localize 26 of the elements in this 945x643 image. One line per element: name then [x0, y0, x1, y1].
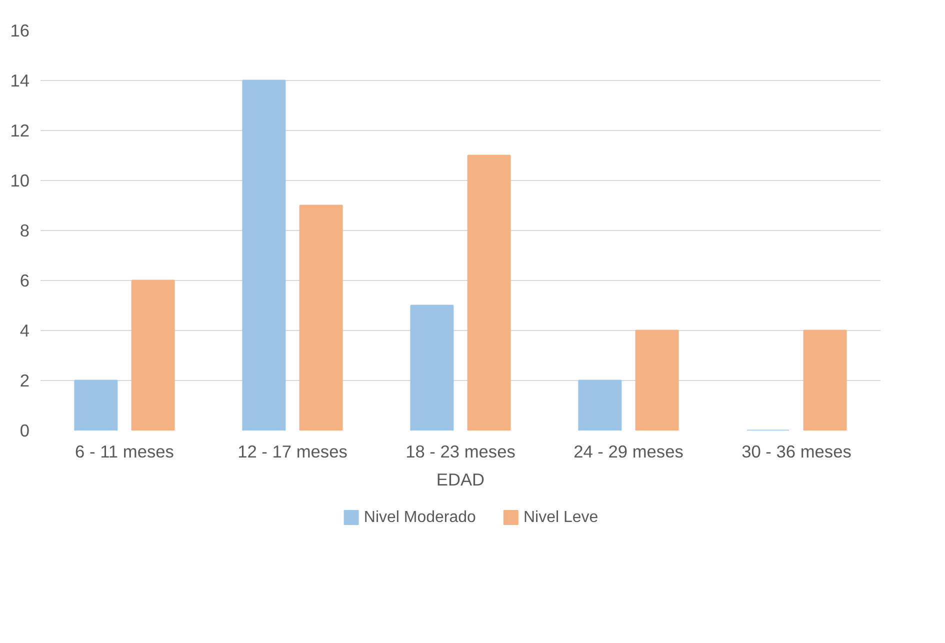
bar [299, 204, 343, 430]
bar [803, 330, 847, 430]
y-tick-label: 16 [10, 20, 30, 40]
bar [410, 304, 454, 430]
y-tick-label: 6 [20, 270, 30, 290]
x-tick-label: 18 - 23 meses [406, 442, 516, 462]
x-tick-label: 6 - 11 meses [75, 442, 174, 462]
y-tick-label: 0 [20, 420, 30, 440]
x-tick-label: 12 - 17 meses [238, 442, 348, 462]
legend-label: Nivel Leve [524, 509, 598, 526]
x-axis-title: EDAD [436, 470, 485, 490]
y-tick-label: 8 [20, 220, 30, 240]
bar [467, 154, 511, 430]
y-tick-label: 4 [20, 320, 30, 340]
bar [74, 380, 118, 430]
bar [635, 330, 679, 430]
y-tick-label: 12 [10, 120, 30, 140]
x-tick-label: 30 - 36 meses [742, 442, 852, 462]
bar [242, 80, 286, 430]
legend-label: Nivel Moderado [364, 509, 476, 526]
y-tick-label: 2 [20, 370, 30, 390]
bar [131, 280, 175, 430]
x-tick-label: 24 - 29 meses [574, 442, 684, 462]
bar [578, 380, 622, 430]
y-tick-label: 10 [10, 170, 30, 190]
y-tick-label: 14 [10, 70, 30, 90]
